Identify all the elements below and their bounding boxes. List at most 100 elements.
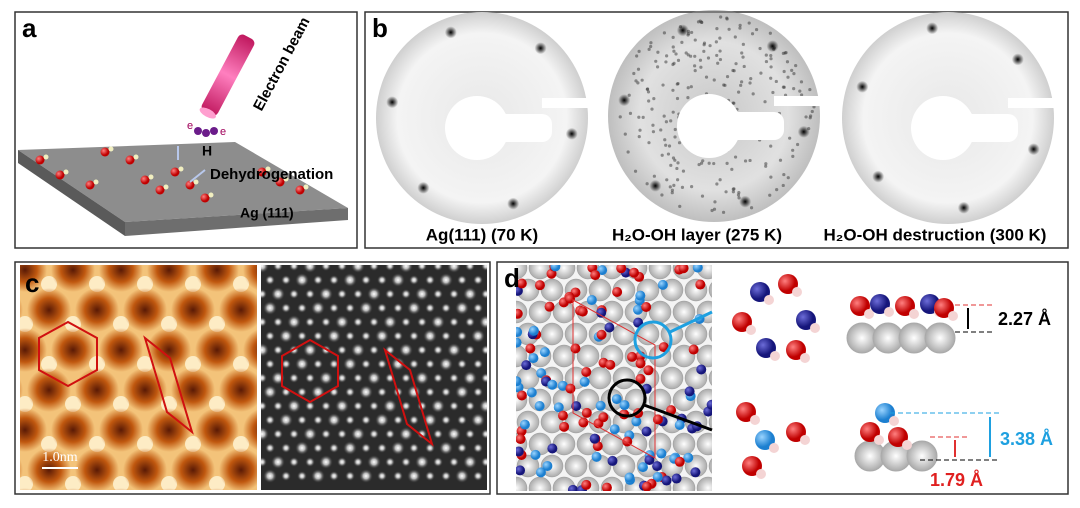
stm-bump	[481, 289, 487, 299]
stm-bump	[457, 275, 467, 285]
leed-spot	[669, 119, 673, 123]
stm-bump	[337, 429, 347, 439]
stm-bump	[401, 289, 411, 299]
leed-spot	[795, 142, 800, 147]
leed-spot	[676, 81, 680, 86]
stm-bump	[367, 371, 381, 385]
leed-spot	[712, 161, 716, 166]
stm-bump	[361, 359, 371, 369]
stm-bump	[471, 329, 485, 343]
stm-bump	[449, 457, 459, 467]
molecule-atom	[516, 446, 524, 457]
ag-atom	[588, 278, 612, 302]
leed-spot	[660, 193, 664, 197]
beam-stop	[542, 98, 588, 108]
molecule-atom	[674, 456, 685, 467]
hydrogen	[265, 166, 271, 172]
hydrogen	[810, 323, 820, 333]
stm-bump	[337, 373, 347, 383]
leed-spot	[636, 67, 641, 71]
stm-bump	[439, 357, 453, 371]
panel-b: b Ag(111) (70 K) H₂O-OH layer (275 K) H₂…	[372, 10, 1054, 244]
hydrogen	[764, 295, 774, 305]
stm-bump	[265, 331, 275, 341]
leed-spot	[664, 120, 668, 124]
leed-spot	[689, 85, 693, 89]
hydrogen	[884, 307, 894, 317]
molecule-atom	[635, 373, 646, 384]
stm-bump	[479, 315, 487, 329]
stm-bump	[295, 357, 309, 371]
hydrogen	[93, 179, 99, 185]
stm-bump	[353, 401, 363, 411]
stm-pit	[20, 378, 23, 402]
stm-bump	[391, 273, 405, 287]
leed-spot	[713, 200, 717, 204]
molecule-atom	[635, 358, 646, 369]
leed-spot	[781, 183, 785, 188]
leed-spot	[664, 143, 668, 147]
stm-pit	[111, 488, 131, 490]
molecule-atom	[683, 452, 694, 463]
leed-spot	[727, 27, 731, 31]
electron	[210, 127, 218, 135]
stm-bump	[449, 401, 459, 411]
leed-spot	[769, 65, 773, 69]
leed-spot	[666, 152, 671, 156]
molecule-atom	[581, 366, 592, 377]
stm-bump	[433, 457, 443, 467]
stm-bump	[273, 401, 283, 411]
molecule-atom	[528, 353, 539, 364]
leed-spot	[714, 40, 718, 44]
ag-atom	[540, 278, 564, 302]
stm-pit	[219, 448, 257, 490]
stm-bump	[263, 469, 277, 483]
hydrogen	[746, 325, 756, 335]
hydrogen	[178, 166, 184, 172]
stm-bump	[41, 436, 57, 452]
leed-spot	[797, 125, 810, 138]
leed-spot	[646, 87, 650, 91]
stm-bump	[289, 289, 299, 299]
leed-spot	[707, 161, 711, 165]
stm-bump	[305, 457, 315, 467]
leed-spot	[743, 159, 748, 163]
molecule-atom	[534, 280, 545, 291]
leed-spot	[669, 163, 673, 167]
stm-pit	[123, 288, 167, 332]
stm-bump	[261, 317, 267, 327]
panel-label: a	[22, 13, 37, 43]
stm-pit	[147, 328, 191, 372]
molecule-atom	[516, 376, 522, 387]
molecule-atom	[604, 322, 615, 333]
stm-bump	[137, 276, 153, 292]
stm-bump	[439, 273, 453, 287]
leed-spot	[771, 90, 775, 95]
stm-bump	[345, 415, 355, 425]
molecule-atom	[530, 449, 541, 460]
stm-bump	[449, 317, 459, 327]
stm-bump	[447, 343, 461, 357]
oxygen	[170, 167, 180, 177]
stm-bump	[289, 265, 299, 271]
hydrogen	[792, 287, 802, 297]
leed-spot	[799, 80, 804, 84]
ag-atom	[648, 300, 672, 324]
arrow	[189, 169, 206, 183]
ag-atom	[552, 432, 576, 456]
leed-spot	[652, 174, 656, 178]
molecule-atom	[612, 287, 623, 298]
leed-spot	[781, 51, 785, 55]
stm-bump	[287, 315, 301, 329]
hydrogen	[750, 415, 760, 425]
stm-bump	[0, 356, 9, 372]
stm-bump	[393, 415, 403, 425]
molecule-atom	[627, 351, 638, 362]
oxygen	[85, 180, 95, 190]
stm-bump	[361, 415, 371, 425]
stm-bump	[343, 357, 357, 371]
leed-spot	[659, 128, 663, 132]
stm-bump	[273, 429, 283, 439]
caption: H₂O-OH destruction (300 K)	[824, 225, 1047, 244]
stm-bump	[313, 415, 323, 425]
